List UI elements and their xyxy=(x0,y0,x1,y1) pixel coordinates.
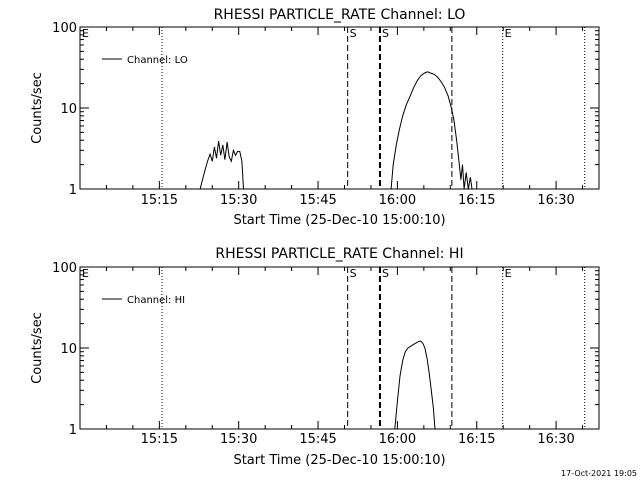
legend-label: Channel: LO xyxy=(127,55,188,66)
x-tick-label: 15:15 xyxy=(141,432,178,447)
y-tick-label: 100 xyxy=(52,21,77,36)
series-line xyxy=(394,340,436,430)
event-marker-label: E xyxy=(505,267,512,280)
x-axis-label: Start Time (25-Dec-10 15:00:10) xyxy=(233,213,445,228)
x-tick-label: 15:45 xyxy=(299,432,336,447)
edge-marker-label: E xyxy=(82,27,89,40)
x-tick-label: 16:00 xyxy=(379,432,416,447)
y-tick-label: 100 xyxy=(52,261,77,276)
y-axis-label: Counts/sec xyxy=(30,72,45,144)
x-tick-label: 16:30 xyxy=(537,193,574,208)
chart-title: RHESSI PARTICLE_RATE Channel: LO xyxy=(214,7,466,23)
chart-title: RHESSI PARTICLE_RATE Channel: HI xyxy=(215,246,463,262)
footer-timestamp: 17-Oct-2021 19:05 xyxy=(561,469,637,478)
y-tick-label: 1 xyxy=(69,423,77,438)
event-marker-label: S xyxy=(350,27,357,40)
legend-label: Channel: HI xyxy=(127,295,185,306)
x-tick-label: 15:15 xyxy=(141,193,178,208)
edge-marker-label: E xyxy=(82,267,89,280)
event-marker-label: E xyxy=(505,27,512,40)
series-line xyxy=(199,141,244,190)
plot-frame xyxy=(79,266,600,430)
x-tick-label: 15:30 xyxy=(220,432,257,447)
x-axis-label: Start Time (25-Dec-10 15:00:10) xyxy=(233,453,445,468)
x-tick-label: 16:30 xyxy=(537,432,574,447)
plot-frame xyxy=(79,26,600,190)
event-marker-label: S xyxy=(382,27,389,40)
y-tick-label: 1 xyxy=(69,183,77,198)
x-tick-label: 16:00 xyxy=(379,193,416,208)
panel-lo: RHESSI PARTICLE_RATE Channel: LO 1 10 100 15… xyxy=(30,7,600,228)
event-marker-label: S xyxy=(350,267,357,280)
event-marker-label: S xyxy=(382,267,389,280)
x-tick-label: 15:45 xyxy=(299,193,336,208)
x-tick-label: 16:15 xyxy=(458,432,495,447)
series-line xyxy=(390,71,473,190)
panel-hi: RHESSI PARTICLE_RATE Channel: HI 1 10 100 15… xyxy=(30,246,600,468)
x-tick-label: 15:30 xyxy=(220,193,257,208)
y-tick-label: 10 xyxy=(60,342,77,357)
x-tick-label: 16:15 xyxy=(458,193,495,208)
y-axis-label: Counts/sec xyxy=(30,312,45,384)
y-tick-label: 10 xyxy=(60,102,77,117)
